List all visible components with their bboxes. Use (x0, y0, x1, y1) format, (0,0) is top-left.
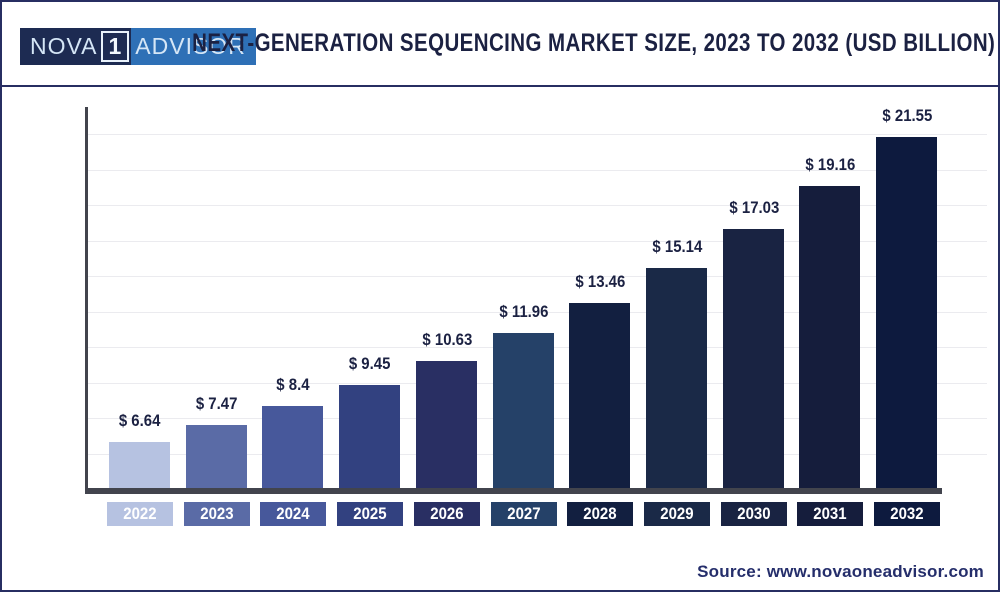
bar-2031 (799, 186, 860, 488)
value-label-2030: $ 17.03 (729, 198, 779, 217)
x-tick-2032: 2032 (874, 502, 940, 526)
y-axis-line (85, 107, 88, 494)
brand-logo-left: NOVA 1 (20, 28, 132, 65)
x-tick-2026: 2026 (414, 502, 480, 526)
value-label-2028: $ 13.46 (575, 272, 625, 291)
brand-logo: NOVA 1 ADVISOR (20, 28, 256, 65)
plot-gridline (88, 241, 987, 242)
value-label-2024: $ 8.4 (276, 375, 310, 394)
plot-gridline (88, 170, 987, 171)
value-label-2023: $ 7.47 (196, 394, 238, 413)
value-label-2032: $ 21.55 (882, 106, 932, 125)
chart-title: NEXT-GENERATION SEQUENCING MARKET SIZE, … (192, 2, 995, 85)
value-label-2027: $ 11.96 (499, 302, 549, 321)
bar-2028 (569, 303, 630, 488)
brand-logo-text-nova: NOVA (30, 33, 98, 59)
bar-2029 (646, 268, 707, 488)
value-label-2031: $ 19.16 (805, 155, 855, 174)
value-label-2026: $ 10.63 (422, 330, 472, 349)
x-tick-2028: 2028 (567, 502, 633, 526)
x-tick-2025: 2025 (337, 502, 403, 526)
header: NOVA 1 ADVISOR NEXT-GENERATION SEQUENCIN… (2, 2, 998, 87)
bar-2025 (339, 385, 400, 488)
bar-2026 (416, 361, 477, 488)
bar-2032 (876, 137, 937, 488)
brand-logo-one-badge: 1 (101, 31, 130, 62)
x-tick-2023: 2023 (184, 502, 250, 526)
x-tick-2030: 2030 (721, 502, 787, 526)
source-credit: Source: www.novaoneadvisor.com (697, 562, 984, 581)
chart-title-text: NEXT-GENERATION SEQUENCING MARKET SIZE, … (191, 29, 996, 57)
value-label-2029: $ 15.14 (652, 237, 702, 256)
bar-2030 (723, 229, 784, 488)
bar-2024 (262, 406, 323, 488)
x-axis-line (85, 488, 942, 494)
value-label-2025: $ 9.45 (349, 354, 391, 373)
value-label-2022: $ 6.64 (119, 411, 161, 430)
brand-logo-right: ADVISOR (131, 28, 256, 65)
x-tick-2022: 2022 (107, 502, 173, 526)
x-tick-2027: 2027 (491, 502, 557, 526)
x-tick-2029: 2029 (644, 502, 710, 526)
plot-gridline (88, 205, 987, 206)
bar-2022 (109, 442, 170, 488)
plot-gridline (88, 276, 987, 277)
bar-2023 (186, 425, 247, 488)
plot-gridline (88, 134, 987, 135)
brand-logo-text-advisor: ADVISOR (135, 33, 246, 59)
x-tick-2024: 2024 (260, 502, 326, 526)
x-tick-2031: 2031 (797, 502, 863, 526)
bar-2027 (493, 333, 554, 488)
plot-gridline (88, 312, 987, 313)
